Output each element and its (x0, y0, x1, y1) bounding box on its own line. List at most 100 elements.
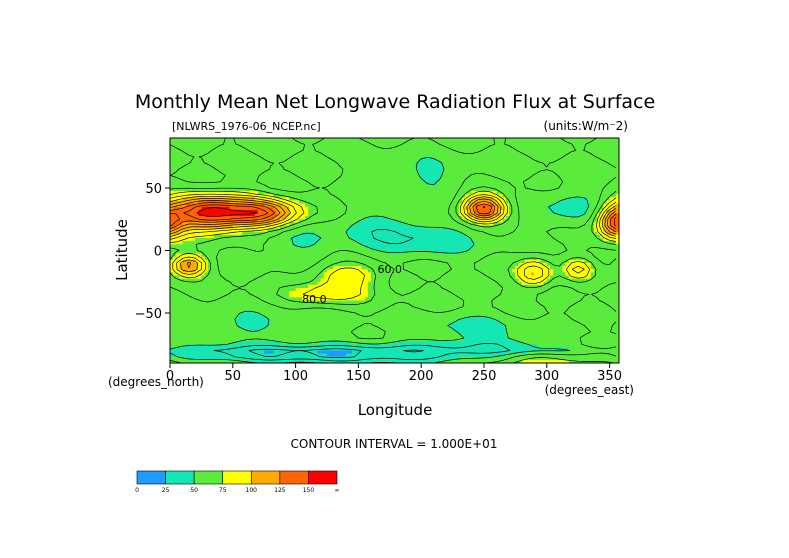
field-cell (179, 228, 184, 233)
field-cell (518, 234, 523, 239)
field-cell (556, 231, 560, 236)
field-cell (396, 206, 400, 211)
field-cell (468, 241, 473, 245)
field-cell (549, 156, 554, 161)
field-cell (455, 188, 460, 192)
field-cell (575, 184, 579, 189)
field-cell (493, 156, 498, 161)
field-cell (191, 138, 196, 142)
field-cell (600, 197, 604, 202)
field-cell (571, 231, 576, 236)
field-cell (571, 175, 576, 180)
field-cell (226, 156, 231, 161)
field-cell (317, 156, 322, 161)
field-cell (443, 166, 447, 170)
field-cell (505, 206, 510, 211)
field-cell (217, 178, 221, 183)
field-cell (314, 188, 319, 192)
field-cell (308, 178, 312, 183)
field-cell (201, 166, 206, 170)
field-cell (207, 147, 212, 152)
field-cell (298, 219, 303, 223)
field-cell (462, 238, 466, 242)
field-cell (609, 181, 614, 186)
field-cell (210, 209, 215, 214)
field-cell (553, 238, 557, 242)
field-cell (477, 203, 482, 208)
field-cell (411, 222, 416, 227)
field-cell (339, 147, 344, 152)
field-cell (210, 213, 215, 217)
field-cell (458, 216, 463, 220)
field-cell (286, 150, 290, 155)
field-cell (446, 138, 451, 142)
field-cell (223, 175, 228, 180)
field-cell (440, 203, 444, 208)
field-cell (515, 222, 520, 227)
field-cell (590, 150, 595, 155)
field-cell (499, 153, 504, 158)
field-cell (553, 228, 557, 233)
field-cell (308, 153, 312, 158)
field-cell (418, 200, 422, 205)
field-cell (408, 206, 413, 211)
field-cell (606, 166, 611, 170)
field-cell (226, 181, 231, 186)
field-cell (195, 213, 199, 217)
field-cell (370, 244, 375, 248)
field-cell (330, 225, 334, 230)
field-cell (408, 169, 413, 173)
field-cell (283, 191, 287, 195)
field-cell (292, 156, 297, 161)
field-cell (490, 184, 495, 189)
field-cell (317, 209, 322, 214)
field-cell (173, 197, 177, 202)
field-cell (314, 191, 319, 195)
field-cell (361, 244, 366, 248)
field-cell (474, 163, 479, 167)
field-cell (374, 222, 378, 227)
field-cell (449, 216, 454, 220)
field-cell (424, 153, 429, 158)
field-cell (317, 163, 322, 167)
field-cell (358, 194, 363, 198)
field-cell (483, 138, 488, 142)
field-cell (424, 203, 429, 208)
field-cell (518, 163, 523, 167)
field-cell (421, 169, 425, 173)
field-cell (345, 156, 350, 161)
field-cell (213, 138, 218, 142)
field-cell (593, 225, 598, 230)
field-cell (314, 241, 319, 245)
field-cell (210, 203, 215, 208)
field-cell (377, 141, 381, 145)
field-cell (575, 222, 579, 227)
field-cell (568, 144, 573, 148)
field-cell (399, 238, 403, 242)
field-cell (443, 163, 447, 167)
field-cell (418, 169, 422, 173)
field-cell (348, 219, 353, 223)
field-cell (556, 203, 560, 208)
field-cell (226, 222, 231, 227)
field-cell (264, 238, 268, 242)
field-cell (440, 156, 444, 161)
field-cell (383, 216, 388, 220)
field-cell (232, 191, 237, 195)
field-cell (367, 191, 372, 195)
field-cell (339, 138, 344, 142)
field-cell (392, 147, 397, 152)
field-cell (619, 188, 623, 192)
field-cell (565, 188, 570, 192)
field-cell (553, 203, 557, 208)
field-cell (308, 150, 312, 155)
field-cell (436, 241, 441, 245)
field-cell (462, 216, 466, 220)
field-cell (518, 238, 523, 242)
field-cell (449, 163, 454, 167)
field-cell (377, 194, 381, 198)
field-cell (380, 138, 385, 142)
field-cell (597, 159, 601, 164)
field-cell (405, 213, 410, 217)
field-cell (593, 228, 598, 233)
